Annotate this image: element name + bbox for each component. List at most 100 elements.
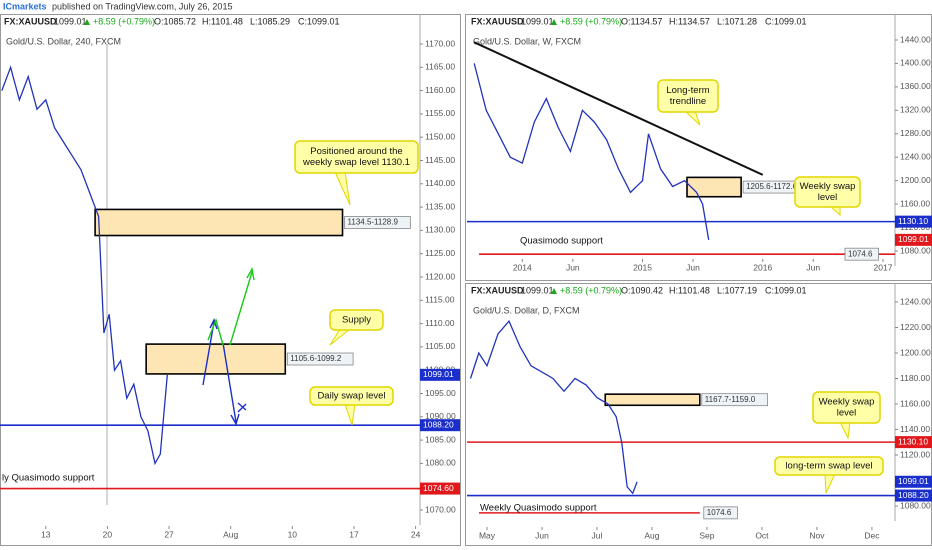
x-tick-label: 2015 [633,262,652,272]
axis-price-box [895,436,932,449]
x-tick-label: May [479,530,496,540]
chart-subtitle: Gold/U.S. Dollar, W, FXCM [473,36,581,46]
up-icon [84,19,90,25]
callout-text: Supply [342,315,371,326]
x-tick-label: 13 [41,529,51,539]
arrow [207,317,224,346]
x-tick-label: 27 [164,529,174,539]
y-tick-label: 1115.00 [425,295,455,305]
last-price-label: 1099.01 [898,234,929,244]
x-tick-label: Jul [592,530,603,540]
ohlc: L:1077.19 [717,285,757,295]
callout-text: weekly swap level 1130.1 [302,157,410,168]
level-label: 1074.6 [848,249,873,258]
y-tick-label: 1105.00 [425,341,455,351]
publisher: ICmarkets [3,1,47,11]
y-tick-label: 1140.00 [425,178,455,188]
callout-box [774,456,884,476]
y-tick-label: 1200.00 [900,347,931,357]
x-tick-label: 17 [349,529,359,539]
ohlc: C:1099.01 [765,285,807,295]
arrow [237,402,247,413]
price-line [1,65,168,466]
price: 1099.01 [521,285,554,295]
price: 1099.01 [54,16,87,26]
arrow [229,266,255,346]
zone-label: 1105.6-1099.2 [290,354,342,363]
callout-box [657,79,719,113]
y-tick-label: 1130.00 [425,225,455,235]
ohlc: H:1101.48 [669,285,710,295]
y-tick-label: 1090.00 [425,411,456,421]
x-tick-label: Oct [755,530,769,540]
x-tick-label: 2016 [753,262,772,272]
ohlc: O:1085.72 [154,16,196,26]
change: +8.59 (+0.79%) [560,16,622,26]
zone-label: 1134.5-1128.9 [348,218,399,227]
arrow [202,318,218,386]
callout-text: Weekly swap [819,397,875,408]
y-tick-label: 1220.00 [900,322,931,332]
y-tick-label: 1110.00 [425,318,455,328]
x-tick-label: Jun [686,262,700,272]
y-tick-label: 1095.00 [425,388,456,398]
arrow [222,342,240,426]
x-tick-label: Sep [699,530,714,540]
callout-text: Long-term [666,85,709,96]
ohlc: O:1134.57 [621,16,662,26]
change: +8.59 (+0.79%) [93,16,155,26]
x-tick-label: Dec [864,530,880,540]
axis-price-label: 1074.60 [423,483,454,493]
y-tick-label: 1240.00 [900,296,931,306]
x-tick-label: Jun [566,262,580,272]
last-price-box [895,233,932,246]
zone-label: 1205.6-1172.6 [746,182,798,191]
x-tick-label: Nov [809,530,825,540]
symbol: FX:XAUUSD [471,16,524,26]
arrows [202,266,255,426]
level-label-box [844,247,879,261]
x-tick-label: 24 [411,529,421,539]
y-tick-label: 1200.00 [900,175,931,185]
y-tick-label: 1160.00 [900,398,930,408]
y-tick-label: 1180.00 [900,373,930,383]
y-tick-label: 1085.00 [425,434,456,444]
ohlc: L:1071.28 [717,16,757,26]
x-tick-label: 10 [288,529,298,539]
zone-label: 1167.7-1159.0 [705,395,756,404]
last-price-box [420,368,460,381]
ohlc: C:1099.01 [765,16,807,26]
annotation-text: Weekly Quasimodo support [480,503,597,514]
ohlc: O:1090.42 [621,285,663,295]
y-tick-label: 1440.00 [900,34,931,44]
callout-text: long-term swap level [785,461,872,472]
y-tick-label: 1170.00 [425,38,455,48]
y-tick-label: 1080.00 [900,500,931,510]
panel-frame [0,14,461,546]
callout-text: level [837,408,857,419]
supply-zone [604,393,701,407]
x-tick-label: 2014 [513,262,532,272]
supply-zone [145,343,287,375]
callout-text: Weekly swap [800,181,856,192]
axis-price-box [895,489,932,502]
y-tick-label: 1080.00 [425,458,456,468]
chart-subtitle: Gold/U.S. Dollar, 240, FXCM [6,36,121,46]
last-price-box [895,475,932,488]
y-tick-label: 1135.00 [425,201,455,211]
y-tick-label: 1140.00 [900,424,930,434]
x-tick-label: Jun [535,530,549,540]
supply-zone [94,208,344,237]
x-tick-label: 2017 [874,262,893,272]
y-tick-label: 1320.00 [900,105,931,115]
annotation-text: ly Quasimodo support [2,473,95,484]
y-tick-label: 1400.00 [900,58,931,68]
axis-price-label: 1088.20 [898,490,929,500]
price: 1099.01 [521,16,554,26]
ohlc: C:1099.01 [298,16,340,26]
y-tick-label: 1145.00 [425,155,455,165]
